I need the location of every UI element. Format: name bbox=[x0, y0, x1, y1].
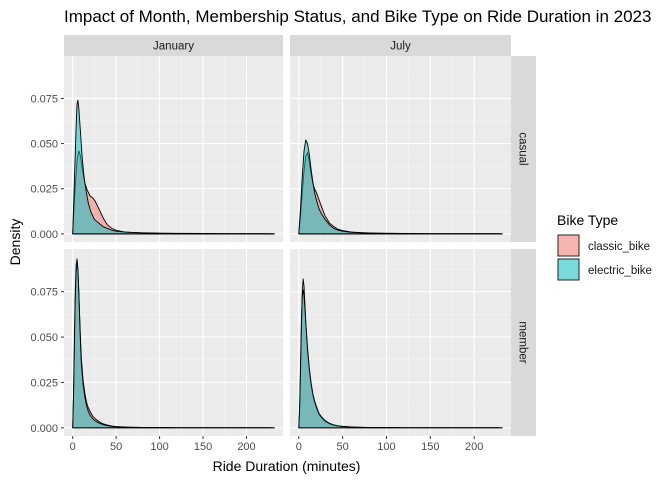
facet-strip-label: January bbox=[153, 41, 194, 53]
y-tick-labels: 0.000 0.025 0.050 0.075 0.000 0.025 0.050 0.075 bbox=[30, 93, 64, 435]
x-tick-label: 200 bbox=[465, 441, 483, 453]
panel-july-casual bbox=[290, 56, 511, 242]
legend-label-electric-bike: electric_bike bbox=[588, 265, 652, 277]
y-tick-label: 0.000 bbox=[30, 229, 58, 241]
density-area-electric-bike bbox=[298, 139, 503, 235]
panel-january-member bbox=[64, 249, 283, 436]
density-area-electric-bike bbox=[72, 99, 275, 235]
y-tick-label: 0.025 bbox=[30, 377, 58, 389]
facet-strip-member: member bbox=[511, 249, 536, 436]
y-tick-label: 0.050 bbox=[30, 332, 58, 344]
density-area-electric-bike bbox=[72, 258, 275, 429]
x-tick-label: 200 bbox=[237, 441, 255, 453]
panel-july-member bbox=[290, 249, 511, 436]
facet-strip-label: member bbox=[517, 321, 529, 363]
x-tick-label: 100 bbox=[377, 441, 395, 453]
x-tick-label: 0 bbox=[296, 441, 302, 453]
facet-strip-casual: casual bbox=[511, 56, 536, 242]
y-tick-label: 0.075 bbox=[30, 287, 58, 299]
facet-strip-july: July bbox=[290, 35, 511, 56]
facet-strip-january: January bbox=[64, 35, 283, 56]
x-tick-label: 0 bbox=[70, 441, 76, 453]
facet-strip-bg bbox=[511, 56, 536, 242]
x-tick-label: 50 bbox=[336, 441, 348, 453]
x-tick-label: 100 bbox=[150, 441, 168, 453]
facet-strip-bg bbox=[511, 249, 536, 436]
legend-key-electric-bike bbox=[557, 258, 580, 281]
facet-strip-bg bbox=[64, 35, 283, 56]
x-tick-label: 50 bbox=[110, 441, 122, 453]
panel-background bbox=[290, 249, 511, 436]
facet-strip-label: July bbox=[390, 41, 411, 53]
x-axis-label: Ride Duration (minutes) bbox=[213, 458, 361, 474]
y-tick-label: 0.075 bbox=[30, 93, 58, 105]
legend-label-classic-bike: classic_bike bbox=[588, 241, 650, 253]
panel-background bbox=[64, 249, 283, 436]
facet-panels: January July casual member bbox=[64, 35, 536, 436]
y-tick-label: 0.050 bbox=[30, 139, 58, 151]
facet-strip-bg bbox=[290, 35, 511, 56]
y-tick-label: 0.025 bbox=[30, 184, 58, 196]
chart-title: Impact of Month, Membership Status, and … bbox=[64, 7, 651, 26]
x-tick-label: 150 bbox=[194, 441, 212, 453]
y-axis-label: Density bbox=[7, 219, 23, 266]
y-tick-label: 0.000 bbox=[30, 423, 58, 435]
legend-key-classic-bike bbox=[557, 234, 580, 257]
legend-title: Bike Type bbox=[557, 212, 618, 228]
facet-strip-label: casual bbox=[517, 132, 529, 165]
density-area-electric-bike bbox=[298, 289, 503, 429]
panel-january-casual bbox=[64, 56, 283, 242]
legend: Bike Type classic_bike electric_bike bbox=[557, 212, 652, 281]
x-tick-label: 150 bbox=[421, 441, 439, 453]
x-tick-labels: 0 50 100 150 200 0 50 100 150 200 bbox=[70, 436, 483, 453]
